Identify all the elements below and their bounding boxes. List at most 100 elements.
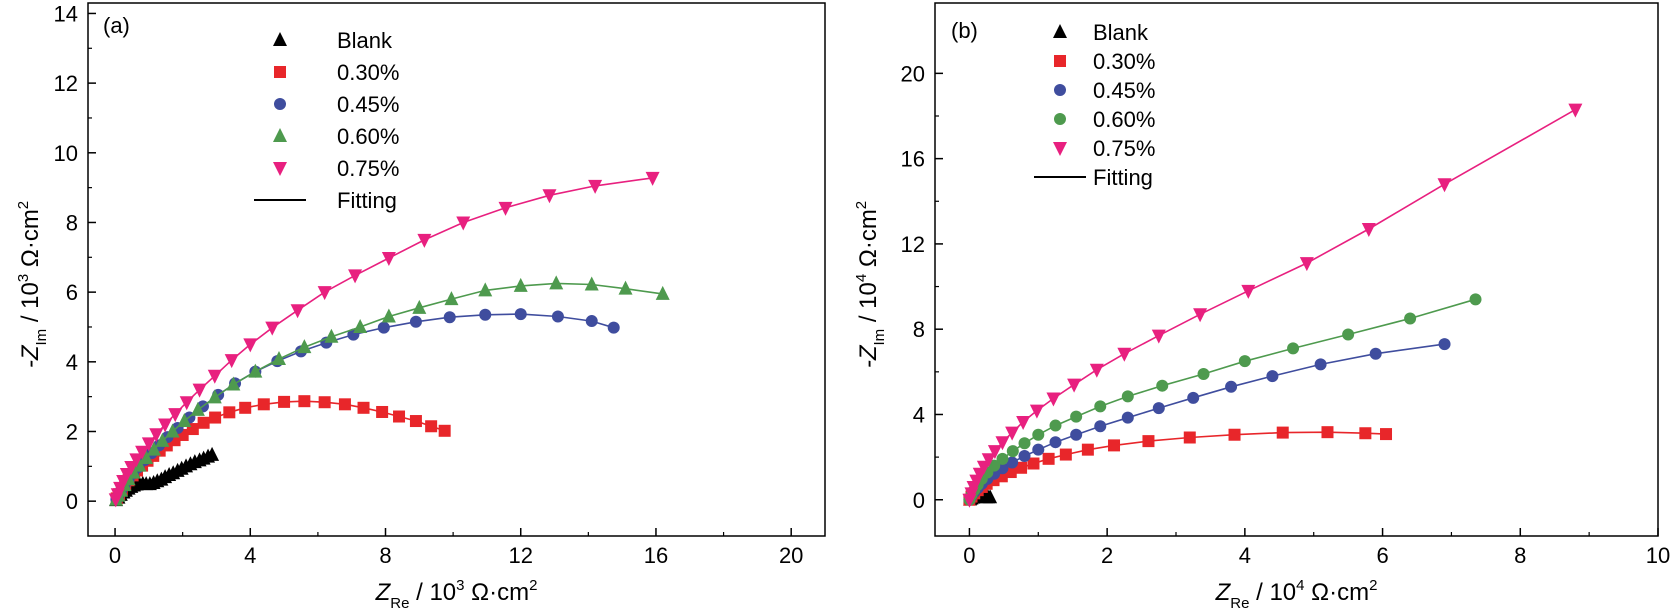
panel-label: (a)	[103, 13, 130, 38]
data-point	[168, 408, 183, 423]
data-point	[1006, 445, 1019, 458]
data-point	[1276, 426, 1289, 439]
data-point	[1238, 355, 1251, 368]
x-axis-title: ZRe / 104 Ω·cm2	[1215, 577, 1378, 612]
data-point	[1228, 428, 1241, 441]
data-point	[983, 489, 998, 504]
data-point	[209, 411, 222, 424]
x-tick-label: 6	[1376, 543, 1388, 568]
y-tick-label: 12	[54, 71, 78, 96]
data-point	[655, 285, 670, 300]
data-point	[1070, 428, 1083, 441]
data-point	[298, 395, 311, 408]
data-point	[1005, 426, 1020, 441]
data-point	[353, 318, 368, 333]
y-tick-label: 16	[901, 147, 925, 172]
data-point	[1197, 367, 1210, 380]
data-point	[514, 308, 527, 321]
legend-label: 0.75%	[1093, 136, 1155, 161]
y-axis-title: -ZIm / 104 Ω·cm2	[853, 201, 888, 368]
data-point	[443, 311, 456, 324]
data-point	[149, 428, 164, 443]
data-point	[155, 432, 170, 447]
legend-marker	[274, 98, 286, 110]
data-point	[129, 453, 144, 468]
y-tick-label: 10	[54, 141, 78, 166]
data-point	[190, 401, 205, 416]
data-point	[132, 457, 147, 472]
legend-label: Blank	[1093, 20, 1149, 45]
series-0.30%	[963, 426, 1393, 506]
data-point	[456, 216, 471, 231]
data-point	[223, 406, 236, 419]
data-point	[1361, 222, 1376, 237]
data-point	[239, 401, 252, 414]
data-point	[995, 436, 1010, 451]
data-point	[987, 445, 1002, 460]
data-point	[124, 461, 139, 476]
x-tick-label: 10	[1646, 543, 1670, 568]
data-point	[645, 171, 660, 186]
x-tick-label: 16	[644, 543, 668, 568]
data-point	[417, 233, 432, 248]
data-point	[165, 423, 180, 438]
x-axis-title: ZRe / 103 Ω·cm2	[375, 577, 538, 612]
data-point	[1469, 293, 1482, 306]
data-point	[618, 280, 633, 295]
series-0.75%	[108, 171, 660, 508]
legend-marker	[1053, 24, 1067, 38]
y-tick-label: 4	[913, 402, 925, 427]
data-point	[205, 446, 220, 461]
data-point	[177, 413, 192, 428]
x-tick-label: 0	[963, 543, 975, 568]
data-point	[1121, 411, 1134, 424]
x-tick-label: 8	[1514, 543, 1526, 568]
data-point	[1438, 338, 1451, 351]
data-point	[1117, 347, 1132, 362]
data-point	[425, 420, 438, 433]
legend-marker	[1053, 142, 1067, 156]
data-point	[1029, 404, 1044, 419]
legend-label: 0.45%	[1093, 78, 1155, 103]
y-tick-label: 2	[66, 419, 78, 444]
data-point	[265, 321, 280, 336]
data-point	[1089, 363, 1104, 378]
legend-label: 0.30%	[1093, 49, 1155, 74]
data-point	[551, 310, 564, 323]
data-point	[318, 396, 331, 409]
data-point	[1404, 312, 1417, 325]
series-0.75%	[962, 103, 1583, 508]
data-point	[438, 424, 451, 437]
data-point	[1032, 428, 1045, 441]
data-point	[1016, 415, 1031, 430]
data-point	[542, 189, 557, 204]
data-point	[584, 276, 599, 291]
data-point	[248, 363, 263, 378]
data-point	[207, 389, 222, 404]
legend: Blank 0.30% 0.45% 0.60% 0.75% Fitting	[254, 28, 399, 213]
series-0.60%	[963, 293, 1482, 506]
data-point	[290, 304, 305, 319]
data-point	[1342, 328, 1355, 341]
data-point	[226, 376, 241, 391]
data-point	[317, 286, 332, 301]
plot-frame	[87, 2, 826, 537]
data-point	[1299, 257, 1314, 272]
data-point	[1032, 443, 1045, 456]
data-point	[478, 282, 493, 297]
data-point	[1049, 436, 1062, 449]
legend-label: 0.75%	[337, 156, 399, 181]
series-0.60%	[109, 275, 670, 506]
data-point	[1108, 439, 1121, 452]
data-point	[192, 383, 207, 398]
data-point	[981, 453, 996, 468]
legend-marker	[273, 162, 287, 176]
data-point	[498, 201, 513, 216]
x-tick-label: 20	[779, 543, 803, 568]
y-tick-label: 12	[901, 232, 925, 257]
plot-frame	[934, 2, 1659, 537]
data-point	[141, 437, 156, 452]
data-point	[1018, 450, 1031, 463]
fitting-line	[968, 343, 1445, 501]
